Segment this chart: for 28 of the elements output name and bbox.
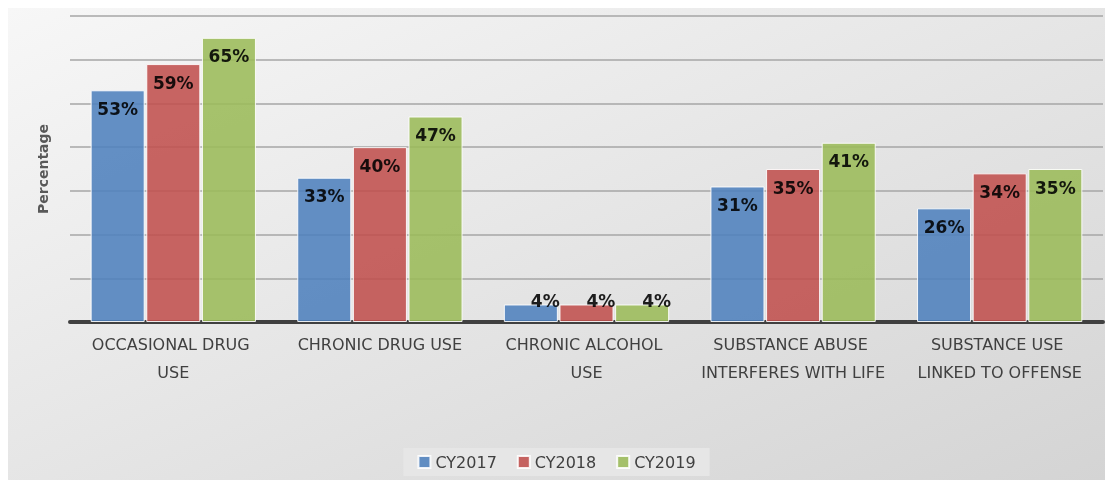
data-label: 4% (530, 291, 560, 312)
y-axis-title: Percentage (35, 123, 51, 215)
legend-label: CY2018 (534, 452, 597, 472)
bar (201, 37, 256, 322)
data-label: 4% (586, 291, 616, 312)
x-tick-label: SUBSTANCE ABUSE INTERFERES WITH LIFE (701, 334, 886, 382)
data-label: 65% (208, 46, 250, 67)
bar (917, 208, 972, 322)
bar (297, 177, 352, 322)
data-label: 4% (642, 291, 672, 312)
data-label: 31% (717, 194, 758, 215)
x-tick-label: CHRONIC DRUG USE (297, 334, 463, 354)
x-tick-label: CHRONIC ALCOHOL USE (505, 334, 668, 382)
x-tick-label: SUBSTANCE USE LINKED TO OFFENSE (917, 334, 1082, 382)
x-tick-label: OCCASIONAL DRUG USE (91, 334, 255, 382)
data-label: 26% (923, 216, 965, 237)
data-label: 35% (1034, 177, 1076, 198)
data-label: 53% (97, 98, 139, 119)
legend-label: CY2019 (634, 452, 696, 472)
data-label: 40% (359, 155, 401, 176)
data-label: 33% (303, 186, 345, 207)
data-label: 34% (979, 181, 1021, 202)
data-label: 47% (415, 125, 456, 146)
legend-label: CY2017 (435, 452, 497, 472)
data-label: 35% (772, 177, 814, 198)
data-label: 41% (828, 151, 870, 172)
data-label: 59% (152, 72, 194, 93)
bar (821, 142, 876, 322)
